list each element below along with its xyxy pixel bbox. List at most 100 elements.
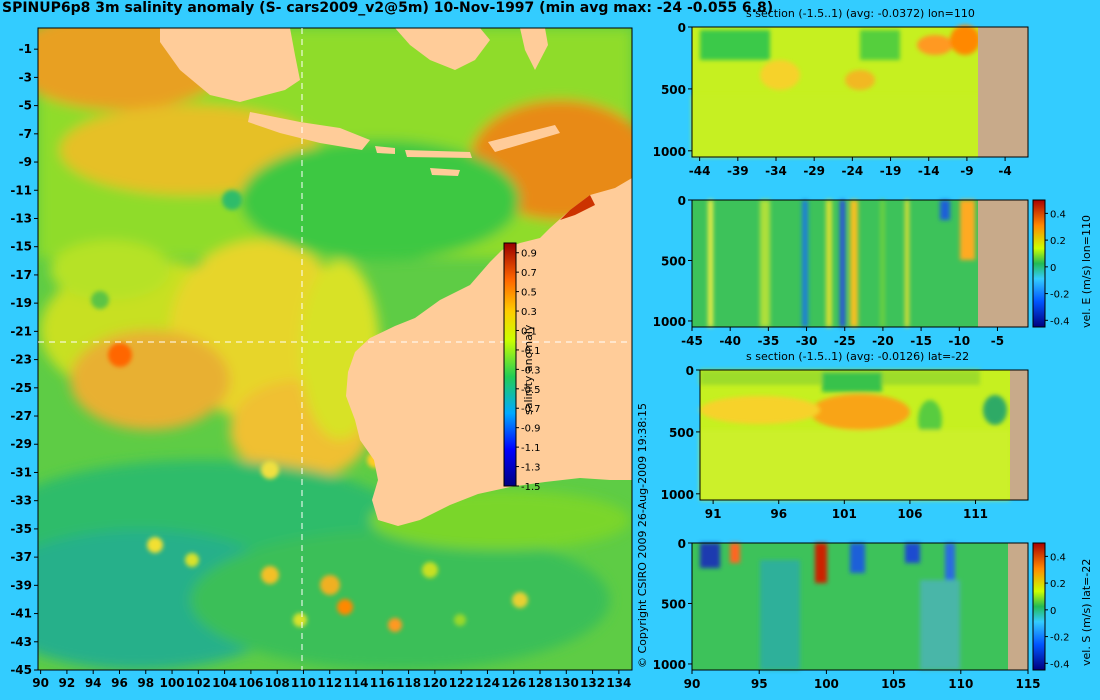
- map-y-tick-label: -15: [10, 240, 32, 254]
- vel-s-colorbar-label: vel. S (m/s) lat=-22: [1080, 558, 1093, 666]
- map-x-tick-label: 122: [449, 676, 474, 690]
- s-section-lat-title: s section (-1.5..1) (avg: -0.0126) lat=-…: [746, 350, 970, 363]
- map-y-tick-label: -37: [10, 550, 32, 564]
- section-x-tick-label: -14: [918, 164, 940, 178]
- salinity-field: [38, 28, 632, 670]
- colorbar-tick-label: 0.3: [521, 307, 537, 318]
- map-y-tick-label: -11: [10, 183, 32, 197]
- section-x-tick-label: 96: [770, 507, 787, 521]
- salinity-map: 90 92 94 96 98 100 102 104 106 108 110 112 114 116 118…: [10, 27, 633, 690]
- section-x-tick-label: 105: [881, 677, 906, 691]
- section-y-tick-label: 500: [669, 426, 694, 440]
- vel-e-colorbar-label: vel. E (m/s) lon=110: [1080, 215, 1093, 328]
- section-y-tick-label: 0: [678, 537, 686, 551]
- map-x-tick-label: 120: [422, 676, 447, 690]
- map-y-tick-label: -29: [10, 437, 32, 451]
- section-x-tick-label: -25: [834, 334, 856, 348]
- colorbar-tick-label: 0.1: [521, 326, 537, 337]
- section-y-tick-label: 1000: [653, 658, 686, 672]
- map-y-tick-label: -23: [10, 353, 32, 367]
- section-y-tick-label: 500: [661, 254, 686, 268]
- colorbar-tick-label: -1.5: [521, 482, 541, 493]
- section-x-tick-label: -24: [842, 164, 864, 178]
- map-y-tick-label: -7: [19, 127, 32, 141]
- section-y-tick-label: 500: [661, 83, 686, 97]
- map-y-tick-label: -43: [10, 635, 32, 649]
- map-x-tick-label: 130: [554, 676, 579, 690]
- figure-title: SPINUP6p8 3m salinity anomaly (S- cars20…: [2, 0, 774, 16]
- vel-colorbar-tick-label: 0.2: [1050, 579, 1066, 590]
- colorbar-tick-label: -1.1: [521, 443, 541, 454]
- map-x-tick-label: 102: [186, 676, 211, 690]
- vel-colorbar-tick-label: -0.4: [1050, 659, 1070, 670]
- map-y-tick-label: -17: [10, 268, 32, 282]
- vel-colorbar-tick-label: -0.2: [1050, 290, 1070, 301]
- section-x-tick-label: 101: [832, 507, 857, 521]
- section-x-tick-label: -30: [796, 334, 818, 348]
- section-y-tick-label: 0: [678, 194, 686, 208]
- land-section-1: [978, 27, 1028, 157]
- map-y-tick-label: -9: [19, 155, 32, 169]
- section-x-tick-label: 106: [897, 507, 922, 521]
- section-x-tick-label: -35: [758, 334, 780, 348]
- map-y-tick-label: -39: [10, 578, 32, 592]
- colorbar-tick-label: -0.3: [521, 365, 541, 376]
- vel-colorbar-tick-label: 0.2: [1050, 236, 1066, 247]
- map-y-tick-label: -21: [10, 324, 32, 338]
- land-lombok-flores: [405, 150, 472, 158]
- map-y-tick-label: -45: [10, 663, 32, 677]
- section-y-tick-label: 0: [678, 21, 686, 35]
- section-x-tick-label: -29: [803, 164, 825, 178]
- s-section-lat-panel: 91 96 101 106 111 0 500 1000: [661, 364, 1029, 521]
- land-sumba: [430, 168, 460, 176]
- map-y-tick-label: -19: [10, 296, 32, 310]
- map-x-tick-label: 100: [160, 676, 185, 690]
- section-y-tick-label: 1000: [661, 488, 694, 502]
- colorbar-tick-label: -0.9: [521, 424, 541, 435]
- land-section-3: [1010, 370, 1028, 500]
- s-section-lon-title: s section (-1.5..1) (avg: -0.0372) lon=1…: [746, 7, 975, 20]
- section-x-tick-label: -4: [998, 164, 1011, 178]
- s-section-lon-panel: -44 -39 -34 -29 -24 -19 -14 -9 -4 0 500 1000: [653, 21, 1029, 178]
- section-x-tick-label: -20: [872, 334, 894, 348]
- map-x-tick-label: 126: [501, 676, 526, 690]
- section-x-tick-label: -19: [880, 164, 902, 178]
- map-y-tick-label: -13: [10, 211, 32, 225]
- land-sumatra: [160, 28, 300, 102]
- map-y-tick-label: -3: [19, 70, 32, 84]
- section-x-tick-label: 110: [948, 677, 973, 691]
- map-x-tick-label: 116: [370, 676, 395, 690]
- map-y-tick-label: -35: [10, 522, 32, 536]
- section-x-tick-label: 111: [963, 507, 988, 521]
- map-y-tick-label: -33: [10, 494, 32, 508]
- map-y-tick-label: -27: [10, 409, 32, 423]
- section-x-tick-label: 90: [684, 677, 701, 691]
- land-borneo: [395, 28, 490, 70]
- section-x-tick-label: -45: [681, 334, 703, 348]
- section-x-tick-label: -10: [948, 334, 970, 348]
- section-y-tick-label: 1000: [653, 145, 686, 159]
- section-y-tick-label: 500: [661, 597, 686, 611]
- colorbar-tick-label: -0.5: [521, 385, 541, 396]
- colorbar-tick-label: 0.7: [521, 268, 537, 279]
- section-y-tick-label: 0: [686, 364, 694, 378]
- colorbar-tick-label: -0.7: [521, 404, 541, 415]
- section-x-tick-label: 95: [751, 677, 768, 691]
- map-x-tick-label: 132: [580, 676, 605, 690]
- land-australia: [346, 178, 632, 526]
- map-x-tick-label: 108: [265, 676, 290, 690]
- copyright-text: © Copyright CSIRO 2009 26-Aug-2009 19:38…: [636, 402, 649, 668]
- colorbar-tick-label: -0.1: [521, 346, 541, 357]
- vel-colorbar-tick-label: -0.2: [1050, 633, 1070, 644]
- land-section-2: [978, 200, 1028, 327]
- section-x-tick-label: -15: [910, 334, 932, 348]
- map-x-tick-label: 110: [291, 676, 316, 690]
- map-x-tick-label: 90: [32, 676, 49, 690]
- land-java: [248, 112, 370, 150]
- section-x-tick-label: 91: [705, 507, 722, 521]
- map-y-tick-label: -31: [10, 465, 32, 479]
- section-x-tick-label: -44: [689, 164, 711, 178]
- land-section-4: [1008, 543, 1028, 670]
- section-x-tick-label: -40: [719, 334, 741, 348]
